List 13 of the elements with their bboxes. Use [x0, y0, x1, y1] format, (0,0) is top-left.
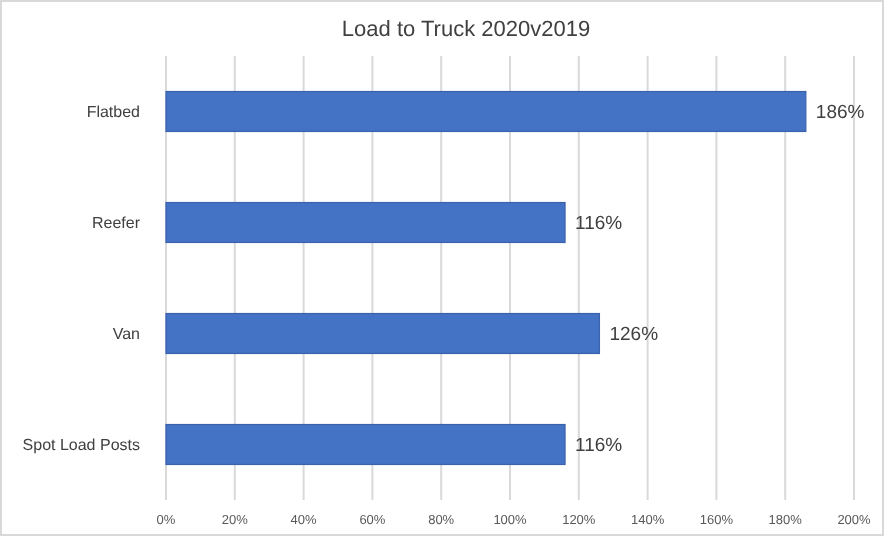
chart-title: Load to Truck 2020v2019: [341, 18, 591, 42]
data-label: 126%: [609, 324, 660, 347]
bar: [165, 90, 807, 133]
data-label: 116%: [575, 435, 624, 458]
data-label: 186%: [815, 102, 866, 125]
y-tick-label: Flatbed: [86, 103, 140, 122]
bar: [165, 312, 601, 355]
y-tick-label: Van: [112, 325, 140, 344]
data-label: 116%: [575, 213, 624, 236]
y-tick-label: Reefer: [91, 214, 141, 233]
bar: [165, 201, 566, 244]
bar: [165, 423, 566, 466]
y-tick-label: Spot Load Posts: [22, 436, 140, 455]
